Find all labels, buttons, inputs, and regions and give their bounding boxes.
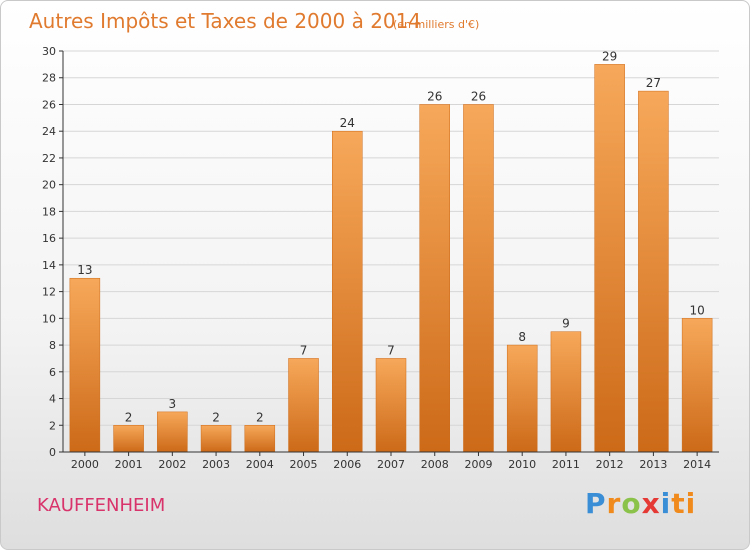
- data-label-2003: 2: [212, 410, 220, 424]
- y-tick-label: 24: [42, 125, 56, 138]
- data-label-2000: 13: [77, 263, 92, 277]
- y-tick-label: 8: [49, 339, 56, 352]
- x-tick-label-2002: 2002: [158, 458, 186, 471]
- data-label-2001: 2: [125, 410, 133, 424]
- x-tick-label-2012: 2012: [596, 458, 624, 471]
- bar-2008: [419, 104, 450, 453]
- proxiti-logo: Proxiti: [585, 487, 697, 520]
- bar-2013: [638, 90, 669, 453]
- x-tick-label-2009: 2009: [464, 458, 492, 471]
- x-tick-label-2000: 2000: [71, 458, 99, 471]
- x-tick-label-2007: 2007: [377, 458, 405, 471]
- y-tick-label: 2: [49, 419, 56, 432]
- bar-2005: [288, 358, 319, 453]
- data-label-2005: 7: [300, 343, 308, 357]
- data-label-2009: 26: [471, 89, 486, 103]
- bar-2007: [375, 358, 407, 453]
- bar-2000: [69, 277, 101, 453]
- bar-2010: [506, 344, 538, 453]
- data-label-2014: 10: [689, 303, 704, 317]
- data-label-2006: 24: [340, 116, 355, 130]
- data-label-2011: 9: [562, 317, 570, 331]
- bar-2011: [550, 331, 582, 453]
- y-tick-label: 16: [42, 232, 56, 245]
- data-label-2012: 29: [602, 49, 617, 63]
- data-label-2007: 7: [387, 343, 395, 357]
- y-tick-label: 12: [42, 286, 56, 299]
- data-label-2013: 27: [646, 76, 661, 90]
- y-tick-label: 22: [42, 152, 56, 165]
- bar-2012: [594, 64, 625, 453]
- x-tick-label-2001: 2001: [115, 458, 143, 471]
- x-axis-ticks: 2000 2001 2002 2003 2004 2005 2006 2007 2008 2009…: [71, 452, 711, 471]
- bar-2004: [244, 425, 276, 453]
- data-label-2004: 2: [256, 410, 264, 424]
- data-label-2010: 8: [518, 330, 526, 344]
- x-tick-label-2004: 2004: [246, 458, 274, 471]
- x-tick-label-2011: 2011: [552, 458, 580, 471]
- bar-2001: [113, 425, 144, 453]
- chart-subtitle: (en milliers d'€): [393, 18, 479, 31]
- x-tick-label-2013: 2013: [639, 458, 667, 471]
- data-label-2008: 26: [427, 89, 442, 103]
- chart-title: Autres Impôts et Taxes de 2000 à 2014: [29, 9, 421, 33]
- bar-2002: [157, 411, 188, 453]
- y-tick-label: 18: [42, 205, 56, 218]
- y-tick-label: 30: [42, 45, 56, 58]
- y-tick-label: 6: [49, 366, 56, 379]
- x-tick-label-2003: 2003: [202, 458, 230, 471]
- y-tick-label: 0: [49, 446, 56, 459]
- y-tick-label: 14: [42, 259, 56, 272]
- x-tick-label-2005: 2005: [290, 458, 318, 471]
- x-tick-label-2010: 2010: [508, 458, 536, 471]
- y-tick-label: 20: [42, 179, 56, 192]
- bar-2003: [200, 425, 232, 453]
- y-tick-label: 28: [42, 72, 56, 85]
- x-tick-label-2014: 2014: [683, 458, 711, 471]
- bar-2006: [332, 130, 363, 453]
- y-tick-label: 4: [49, 393, 56, 406]
- x-tick-label-2006: 2006: [333, 458, 361, 471]
- bar-2009: [463, 104, 494, 453]
- commune-name: KAUFFENHEIM: [37, 495, 166, 516]
- x-tick-label-2008: 2008: [421, 458, 449, 471]
- y-tick-label: 26: [42, 98, 56, 111]
- data-label-2002: 3: [169, 397, 177, 411]
- y-tick-label: 10: [42, 312, 56, 325]
- bar-2014: [681, 318, 713, 453]
